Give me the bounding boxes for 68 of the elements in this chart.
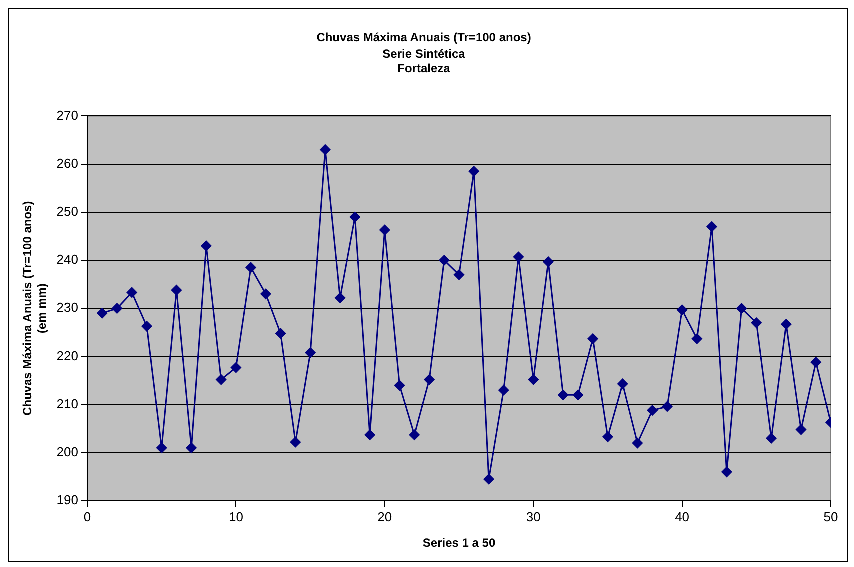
point [424, 374, 435, 386]
point [468, 166, 480, 177]
y-tick-label: 270 [56, 108, 78, 123]
x-tick-label: 40 [675, 509, 690, 524]
point [171, 285, 182, 296]
point [618, 378, 628, 390]
x-axis-title: Series 1 a 50 [422, 536, 496, 550]
point [112, 303, 122, 314]
point [454, 270, 464, 280]
point [335, 292, 346, 304]
point [97, 308, 108, 319]
point [320, 144, 331, 156]
point [543, 256, 554, 268]
point [484, 474, 494, 485]
point [528, 374, 539, 386]
point [409, 430, 420, 440]
point [260, 288, 272, 300]
chart-subtitle: Serie Sintética Fortaleza [382, 46, 466, 76]
point [662, 401, 673, 412]
point [602, 432, 614, 442]
point [588, 334, 598, 344]
point [350, 212, 360, 222]
point [230, 362, 242, 374]
y-tick-label: 260 [56, 156, 78, 171]
point [572, 390, 584, 400]
point [126, 287, 138, 298]
point [142, 321, 152, 332]
point [513, 252, 524, 262]
point [246, 262, 256, 273]
point [201, 240, 212, 252]
x-tick-label: 0 [84, 509, 92, 524]
y-tick-label: 200 [56, 444, 78, 460]
point [706, 222, 718, 232]
point [677, 304, 688, 316]
point [810, 357, 822, 368]
x-tick-label: 30 [526, 509, 541, 524]
point [722, 466, 732, 478]
point [394, 380, 406, 391]
y-axis-title: Chuvas Máxima Anuais (Tr=100 anos) (em mm) [20, 201, 49, 416]
y-tick-label: 240 [56, 252, 78, 268]
point [736, 303, 748, 314]
point [186, 442, 197, 454]
y-tick-label: 250 [56, 204, 78, 219]
point [498, 385, 510, 396]
point [692, 334, 702, 344]
point [290, 437, 301, 448]
point [216, 374, 227, 386]
y-tick-label: 210 [56, 396, 78, 412]
point [632, 438, 643, 449]
point [558, 390, 569, 400]
point [380, 224, 390, 236]
point [796, 424, 807, 436]
point [156, 442, 168, 454]
point [276, 328, 286, 339]
point [647, 405, 658, 416]
y-tick-label: 190 [56, 492, 78, 508]
point [364, 430, 376, 440]
point [305, 348, 316, 358]
point [781, 319, 792, 330]
point [766, 433, 777, 444]
y-tick-label: 220 [56, 348, 78, 364]
point [439, 255, 450, 266]
y-tick-label: 230 [56, 300, 78, 316]
x-tick-label: 20 [378, 509, 392, 524]
x-tick-label: 10 [228, 509, 244, 524]
chart-title: Chuvas Máxima Anuais (Tr=100 anos) [316, 30, 532, 45]
x-tick-label: 50 [824, 509, 838, 524]
point [751, 318, 762, 328]
